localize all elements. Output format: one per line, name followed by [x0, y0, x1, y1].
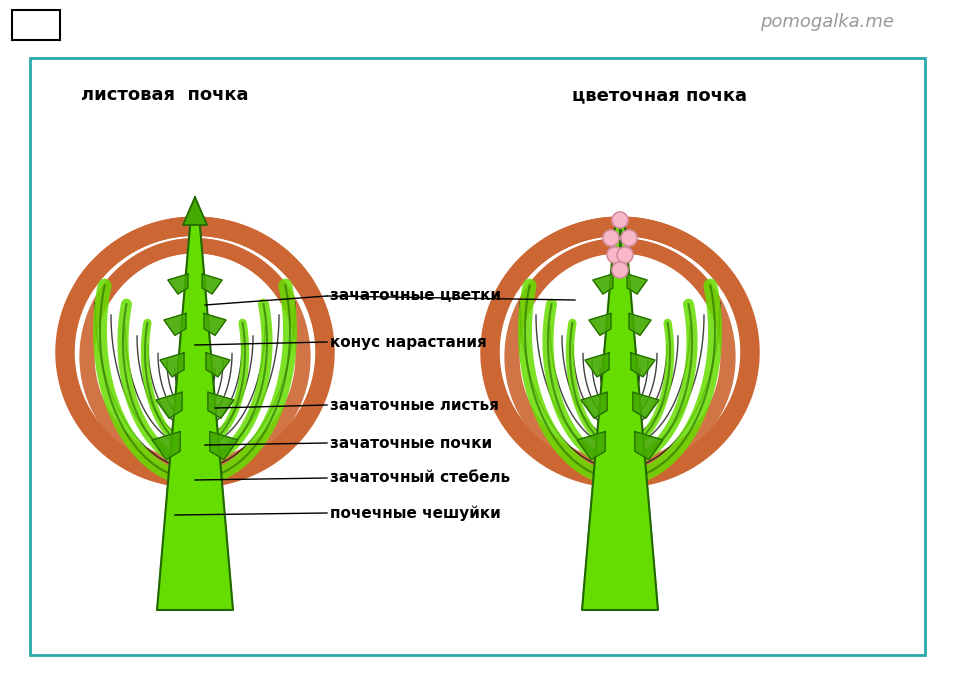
- Text: pomogalka.me: pomogalka.me: [760, 13, 894, 31]
- Polygon shape: [204, 313, 226, 335]
- Polygon shape: [168, 274, 188, 294]
- FancyBboxPatch shape: [12, 10, 60, 40]
- Polygon shape: [203, 274, 222, 294]
- Polygon shape: [577, 432, 605, 460]
- Circle shape: [621, 230, 637, 246]
- Polygon shape: [183, 197, 207, 225]
- Polygon shape: [153, 432, 180, 460]
- Polygon shape: [585, 353, 609, 377]
- Polygon shape: [156, 392, 182, 418]
- Text: почечные чешуйки: почечные чешуйки: [330, 505, 501, 521]
- Text: цветочная почка: цветочная почка: [572, 86, 748, 104]
- Circle shape: [607, 247, 623, 263]
- Text: зачаточные цветки: зачаточные цветки: [330, 288, 501, 303]
- Text: зачаточный стебель: зачаточный стебель: [330, 471, 510, 485]
- FancyBboxPatch shape: [30, 58, 925, 655]
- Text: конус нарастания: конус нарастания: [330, 334, 487, 349]
- Circle shape: [612, 212, 628, 228]
- Text: 32.: 32.: [20, 17, 52, 35]
- Polygon shape: [629, 313, 651, 335]
- Text: зачаточные почки: зачаточные почки: [330, 435, 492, 450]
- Polygon shape: [157, 215, 233, 610]
- Polygon shape: [206, 353, 230, 377]
- Polygon shape: [633, 392, 659, 418]
- Text: листовая  почка: листовая почка: [82, 86, 249, 104]
- Polygon shape: [164, 313, 186, 335]
- Polygon shape: [210, 432, 238, 460]
- Polygon shape: [208, 392, 234, 418]
- Circle shape: [612, 262, 628, 278]
- Polygon shape: [627, 274, 647, 294]
- Circle shape: [617, 247, 633, 263]
- Polygon shape: [631, 353, 655, 377]
- Polygon shape: [581, 392, 607, 418]
- Polygon shape: [593, 274, 612, 294]
- Circle shape: [603, 230, 619, 246]
- Polygon shape: [582, 215, 658, 610]
- Polygon shape: [635, 432, 662, 460]
- Polygon shape: [160, 353, 184, 377]
- Polygon shape: [588, 313, 611, 335]
- Text: зачаточные листья: зачаточные листья: [330, 397, 499, 412]
